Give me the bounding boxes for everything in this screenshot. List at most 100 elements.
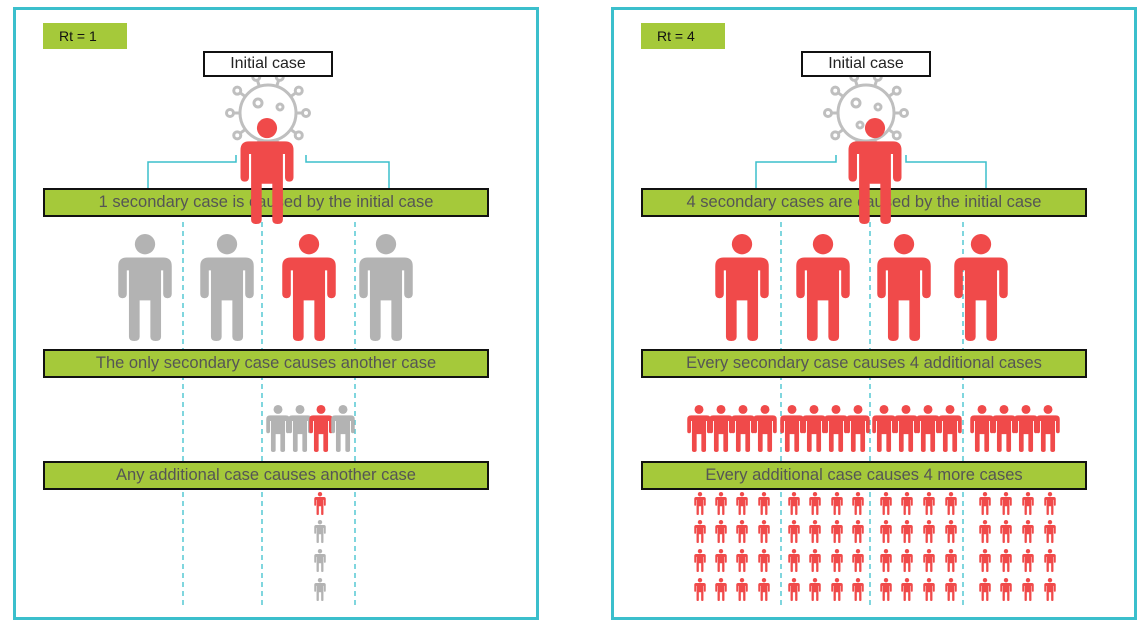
person-icon (709, 405, 733, 452)
person-icon (831, 578, 843, 601)
person-icon (979, 492, 991, 515)
virus-icon (225, 71, 311, 155)
person-icon (309, 405, 333, 452)
person-icon (979, 578, 991, 601)
person-icon (796, 234, 850, 341)
person-icon (359, 234, 413, 341)
person-icon (1044, 520, 1056, 543)
banner-more-cases: Every additional case causes 4 more case… (641, 461, 1087, 490)
branch-connector (147, 155, 237, 188)
person-icon (758, 549, 770, 572)
person-icon (894, 405, 918, 452)
person-icon (846, 405, 870, 452)
person-icon (880, 578, 892, 601)
banner-secondary-case: 1 secondary case is caused by the initia… (43, 188, 489, 217)
person-icon (694, 549, 706, 572)
person-icon (880, 549, 892, 572)
person-icon (852, 578, 864, 601)
person-icon (758, 492, 770, 515)
person-icon (1014, 405, 1038, 452)
person-icon (923, 578, 935, 601)
person-icon (1000, 492, 1012, 515)
rt1-diagram-background (118, 71, 413, 605)
person-icon (736, 549, 748, 572)
person-icon (314, 578, 326, 601)
person-icon (970, 405, 994, 452)
person-icon (753, 405, 777, 452)
person-icon (901, 520, 913, 543)
person-icon (880, 520, 892, 543)
person-icon (788, 492, 800, 515)
person-icon (945, 578, 957, 601)
person-icon (736, 492, 748, 515)
initial-case-label: Initial case (203, 51, 333, 77)
person-icon (758, 578, 770, 601)
person-icon (715, 578, 727, 601)
person-icon (831, 492, 843, 515)
person-icon (314, 520, 326, 543)
person-icon (1036, 405, 1060, 452)
person-icon (992, 405, 1016, 452)
person-icon (877, 234, 931, 341)
person-icon (916, 405, 940, 452)
panel-rt-4: Rt = 4 Initial case 4 secondary cases ar… (611, 7, 1137, 620)
person-icon (288, 405, 312, 452)
branch-connector (905, 155, 987, 188)
person-icon (852, 549, 864, 572)
person-icon (736, 520, 748, 543)
person-icon (880, 492, 892, 515)
person-icon (694, 520, 706, 543)
person-icon (831, 549, 843, 572)
person-icon (1000, 578, 1012, 601)
person-icon (809, 520, 821, 543)
person-icon (852, 492, 864, 515)
rt-badge: Rt = 1 (43, 23, 127, 49)
person-icon (314, 549, 326, 572)
banner-additional-cases: Every secondary case causes 4 additional… (641, 349, 1087, 378)
person-icon (809, 549, 821, 572)
person-icon (901, 492, 913, 515)
person-icon (954, 234, 1008, 341)
person-icon (901, 578, 913, 601)
person-icon (979, 549, 991, 572)
person-icon (118, 234, 172, 341)
person-icon (852, 520, 864, 543)
person-icon (979, 520, 991, 543)
person-icon (331, 405, 355, 452)
person-icon (923, 549, 935, 572)
person-icon (731, 405, 755, 452)
person-icon (1022, 578, 1034, 601)
person-icon (1000, 520, 1012, 543)
person-icon (1044, 492, 1056, 515)
person-icon (266, 405, 290, 452)
person-icon (923, 492, 935, 515)
person-icon (802, 405, 826, 452)
banner-secondary-cases: 4 secondary cases are caused by the init… (641, 188, 1087, 217)
person-icon (938, 405, 962, 452)
person-icon (780, 405, 804, 452)
branch-connector (305, 155, 390, 188)
rt-badge: Rt = 4 (641, 23, 725, 49)
person-icon (282, 234, 336, 341)
person-icon (945, 520, 957, 543)
person-icon (824, 405, 848, 452)
person-icon (831, 520, 843, 543)
person-icon (694, 578, 706, 601)
person-icon (314, 492, 326, 515)
person-icon (715, 492, 727, 515)
person-icon (1022, 492, 1034, 515)
person-icon (1022, 549, 1034, 572)
person-icon (1044, 549, 1056, 572)
person-icon (923, 520, 935, 543)
person-icon (1044, 578, 1056, 601)
rt4-diagram-background (687, 71, 1060, 605)
person-icon (945, 492, 957, 515)
initial-case-label: Initial case (801, 51, 931, 77)
virus-icon (823, 71, 909, 155)
person-icon (736, 578, 748, 601)
person-icon (694, 492, 706, 515)
banner-more-cases: Any additional case causes another case (43, 461, 489, 490)
person-icon (1000, 549, 1012, 572)
person-icon (687, 405, 711, 452)
person-icon (715, 520, 727, 543)
